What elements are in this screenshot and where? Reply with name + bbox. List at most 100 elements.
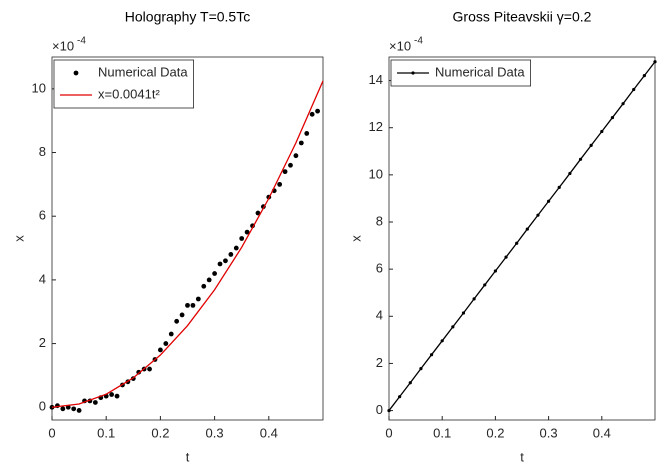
axes-box — [388, 56, 656, 421]
y-tick-label: 0 — [376, 402, 383, 417]
data-point — [244, 229, 250, 235]
data-point — [387, 408, 391, 413]
data-point — [472, 297, 476, 301]
series-line — [51, 80, 324, 408]
y-axis-label: x — [11, 235, 26, 242]
data-point — [223, 258, 228, 264]
legend: Numerical Data — [390, 59, 531, 87]
x-tick-label: 0.4 — [260, 425, 278, 440]
y-tick-label: 4 — [39, 271, 46, 286]
chart-title: Holography T=0.5Tc — [125, 9, 250, 25]
x-tick-label: 0.3 — [206, 425, 224, 440]
data-point — [440, 339, 444, 343]
data-point — [461, 311, 466, 315]
data-point — [185, 302, 190, 308]
x-tick-label: 0.2 — [151, 425, 169, 440]
data-point — [60, 406, 66, 412]
data-point — [429, 353, 434, 357]
y-tick-label: 10 — [32, 80, 46, 95]
data-point — [547, 199, 551, 203]
data-point — [201, 283, 207, 289]
data-point — [179, 312, 185, 318]
data-point — [195, 296, 201, 302]
legend-marker — [73, 70, 79, 76]
y-tick-label: 10 — [369, 166, 383, 181]
data-point — [76, 408, 82, 413]
data-point — [109, 392, 115, 397]
data-point — [233, 245, 239, 251]
y-exponent-power: -4 — [414, 36, 423, 47]
data-point — [282, 169, 288, 175]
data-point — [483, 283, 487, 287]
data-point — [92, 400, 98, 405]
legend: Numerical Data x=0.0041t² — [53, 59, 194, 109]
data-point — [293, 153, 299, 159]
y-tick-label: 12 — [369, 119, 383, 134]
data-point — [557, 185, 561, 189]
data-point — [610, 115, 615, 120]
x-tick-label: 0.1 — [433, 425, 451, 440]
data-point — [174, 318, 180, 324]
plot-area: 0 0.1 0.2 0.3 0.4 0 2 4 6 8 10 Holography T=0.5Tc t x… — [11, 9, 324, 464]
data-point — [315, 108, 320, 114]
data-point — [419, 367, 423, 371]
data-point — [653, 60, 657, 64]
y-tick-label: 6 — [376, 261, 383, 276]
data-point — [255, 210, 261, 216]
y-exponent: ×10 — [389, 38, 411, 53]
data-point — [288, 162, 293, 168]
chart-title: Gross Piteavskii γ=0.2 — [453, 9, 592, 25]
data-point — [515, 241, 519, 245]
data-point — [304, 131, 310, 136]
legend-label: Numerical Data — [98, 64, 188, 79]
data-point — [525, 227, 529, 231]
x-tick-label: 0 — [48, 425, 55, 440]
data-point — [71, 406, 77, 412]
x-axis-label: t — [520, 449, 524, 464]
data-point — [277, 181, 283, 187]
x-tick-label: 0.3 — [540, 425, 558, 440]
y-tick-label: 8 — [39, 144, 46, 159]
axes-box — [51, 56, 324, 421]
data-point — [589, 143, 593, 147]
data-point — [212, 271, 218, 276]
data-point — [600, 129, 604, 134]
y-tick-label: 6 — [39, 208, 46, 223]
x-tick-label: 0 — [385, 425, 392, 440]
legend-box — [53, 59, 194, 109]
data-point — [168, 331, 174, 337]
data-point — [163, 341, 169, 346]
data-point — [642, 74, 646, 78]
data-point — [536, 213, 540, 217]
data-point — [190, 302, 196, 308]
data-point — [493, 269, 497, 273]
legend-label: x=0.0041t² — [98, 86, 160, 101]
data-point — [136, 369, 142, 375]
data-point — [228, 252, 234, 257]
data-point — [239, 236, 245, 241]
y-tick-label: 4 — [376, 308, 383, 323]
data-point — [504, 255, 508, 259]
x-axis-label: t — [186, 449, 190, 464]
data-point — [568, 171, 572, 176]
data-point — [632, 87, 636, 92]
data-point — [217, 261, 223, 267]
y-tick-label: 0 — [39, 399, 46, 414]
plot-area: 0 0.1 0.2 0.3 0.4 0 2 4 6 8 10 12 14 Gross Piteavskii… — [348, 9, 657, 464]
data-point — [408, 381, 412, 385]
data-point — [158, 347, 163, 353]
y-tick-label: 14 — [369, 72, 383, 87]
series-line — [388, 61, 656, 411]
data-point — [621, 102, 625, 106]
x-tick-label: 0.2 — [486, 425, 504, 440]
legend-marker — [411, 71, 415, 75]
data-point — [451, 325, 455, 329]
y-exponent: ×10 — [52, 38, 74, 53]
x-tick-label: 0.4 — [593, 425, 611, 440]
data-point — [398, 395, 402, 399]
data-point — [114, 393, 120, 399]
data-point — [309, 111, 315, 117]
y-tick-label: 8 — [376, 213, 383, 228]
y-exponent-power: -4 — [77, 36, 86, 47]
